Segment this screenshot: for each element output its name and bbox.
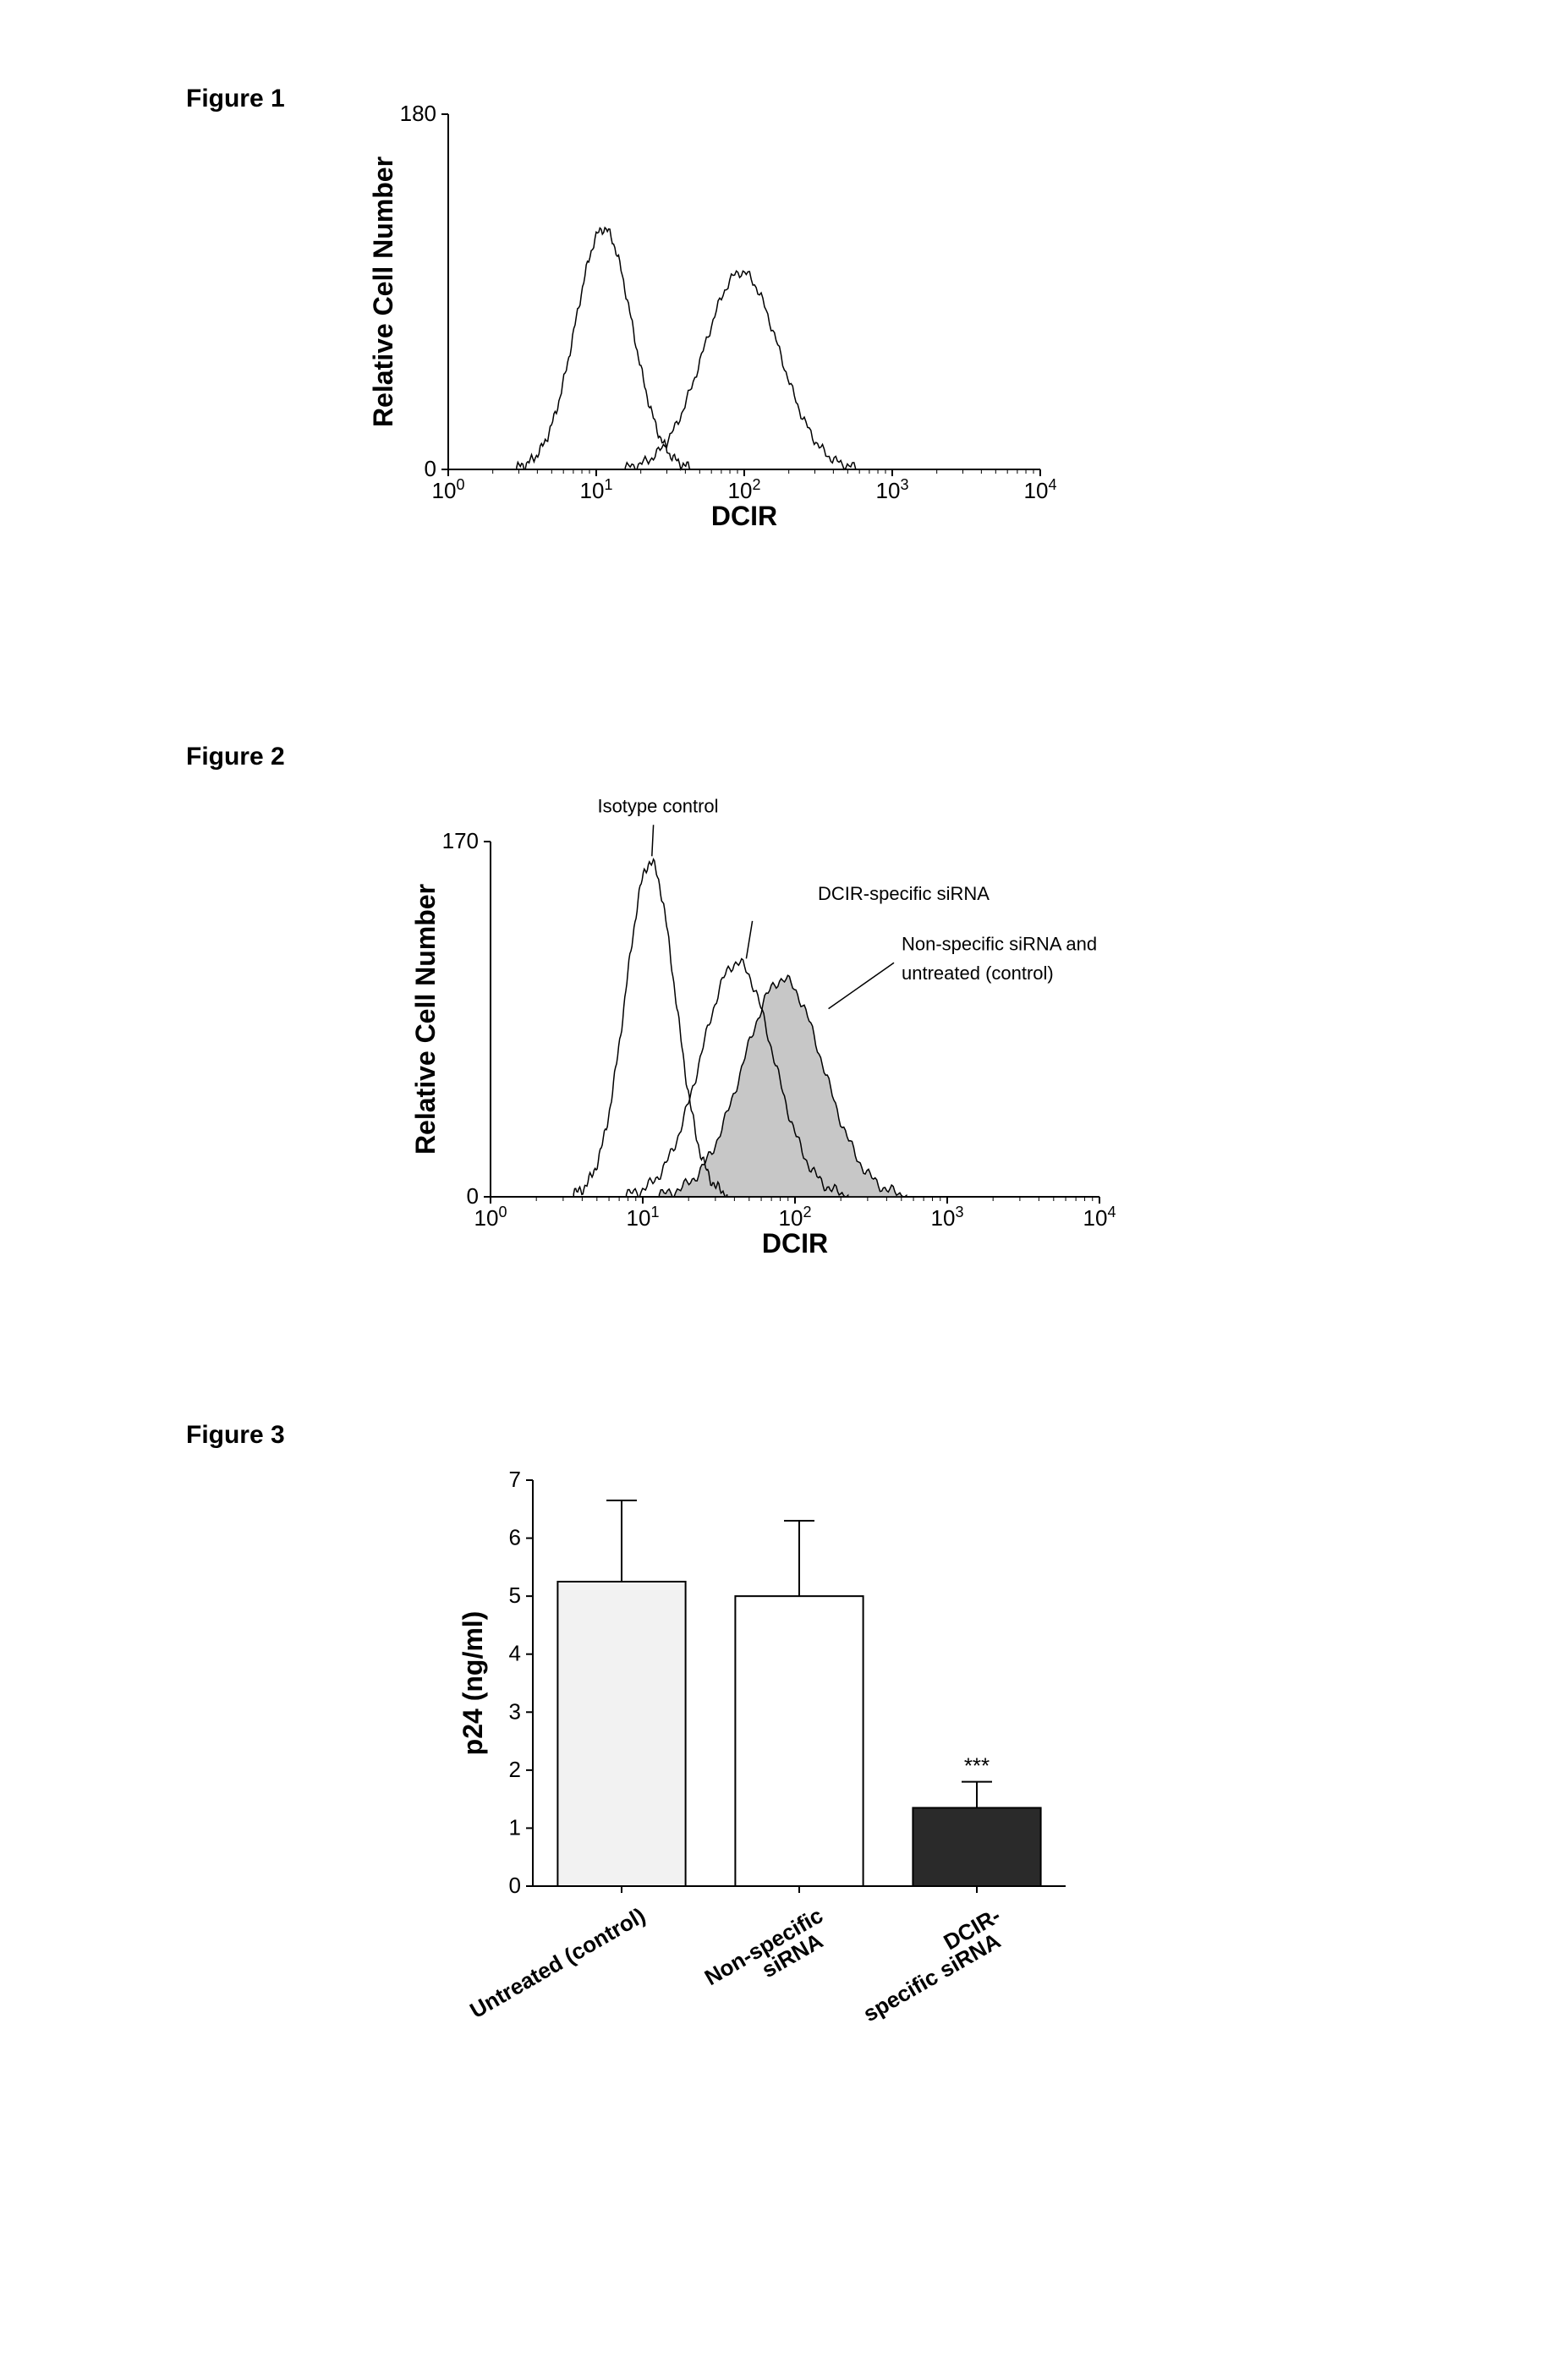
svg-text:104: 104 <box>1083 1204 1116 1231</box>
svg-text:4: 4 <box>509 1641 521 1666</box>
svg-text:104: 104 <box>1024 476 1057 503</box>
svg-text:103: 103 <box>876 476 909 503</box>
svg-text:7: 7 <box>509 1467 521 1492</box>
svg-text:101: 101 <box>627 1204 660 1231</box>
svg-text:Relative Cell Number: Relative Cell Number <box>368 156 398 427</box>
svg-text:100: 100 <box>474 1204 507 1231</box>
page: Figure 1 0 180 100 101 102 103 104 DCIR Relative… <box>0 0 1568 2364</box>
svg-text:180: 180 <box>400 101 436 126</box>
figure1-label: Figure 1 <box>186 85 285 113</box>
svg-text:6: 6 <box>509 1525 521 1550</box>
svg-text:Non-specific siRNA and: Non-specific siRNA and <box>902 933 1097 954</box>
figure3-chart: 01234567p24 (ng/ml)Untreated (control)No… <box>448 1463 1091 2055</box>
svg-text:DCIR: DCIR <box>711 501 777 531</box>
svg-text:100: 100 <box>432 476 465 503</box>
figure3-label: Figure 3 <box>186 1421 285 1450</box>
figure1-svg: 0180100101102103104DCIRRelative Cell Num… <box>364 89 1057 537</box>
svg-text:102: 102 <box>779 1204 812 1231</box>
svg-text:2: 2 <box>509 1757 521 1782</box>
svg-text:170: 170 <box>442 828 479 853</box>
svg-text:101: 101 <box>580 476 613 503</box>
svg-text:1: 1 <box>509 1814 521 1840</box>
svg-text:DCIR: DCIR <box>762 1228 828 1259</box>
svg-text:Isotype control: Isotype control <box>597 795 718 816</box>
svg-text:3: 3 <box>509 1698 521 1724</box>
figure1-chart: 0180100101102103104DCIRRelative Cell Num… <box>364 89 1057 537</box>
svg-text:102: 102 <box>728 476 761 503</box>
svg-text:specific siRNA: specific siRNA <box>858 1928 1005 2027</box>
svg-text:Relative Cell Number: Relative Cell Number <box>410 884 441 1155</box>
figure2-chart: 0170100101102103104DCIRRelative Cell Num… <box>406 791 1116 1264</box>
figure3-svg: 01234567p24 (ng/ml)Untreated (control)No… <box>448 1463 1091 2055</box>
svg-text:p24 (ng/ml): p24 (ng/ml) <box>458 1611 488 1756</box>
svg-text:untreated (control): untreated (control) <box>902 963 1054 984</box>
svg-text:103: 103 <box>931 1204 964 1231</box>
svg-text:Untreated (control): Untreated (control) <box>465 1902 650 2023</box>
figure2-svg: 0170100101102103104DCIRRelative Cell Num… <box>406 791 1116 1264</box>
svg-text:DCIR-specific siRNA: DCIR-specific siRNA <box>818 883 990 904</box>
svg-text:5: 5 <box>509 1582 521 1608</box>
svg-text:***: *** <box>964 1753 990 1779</box>
svg-text:0: 0 <box>509 1873 521 1898</box>
figure2-label: Figure 2 <box>186 743 285 771</box>
